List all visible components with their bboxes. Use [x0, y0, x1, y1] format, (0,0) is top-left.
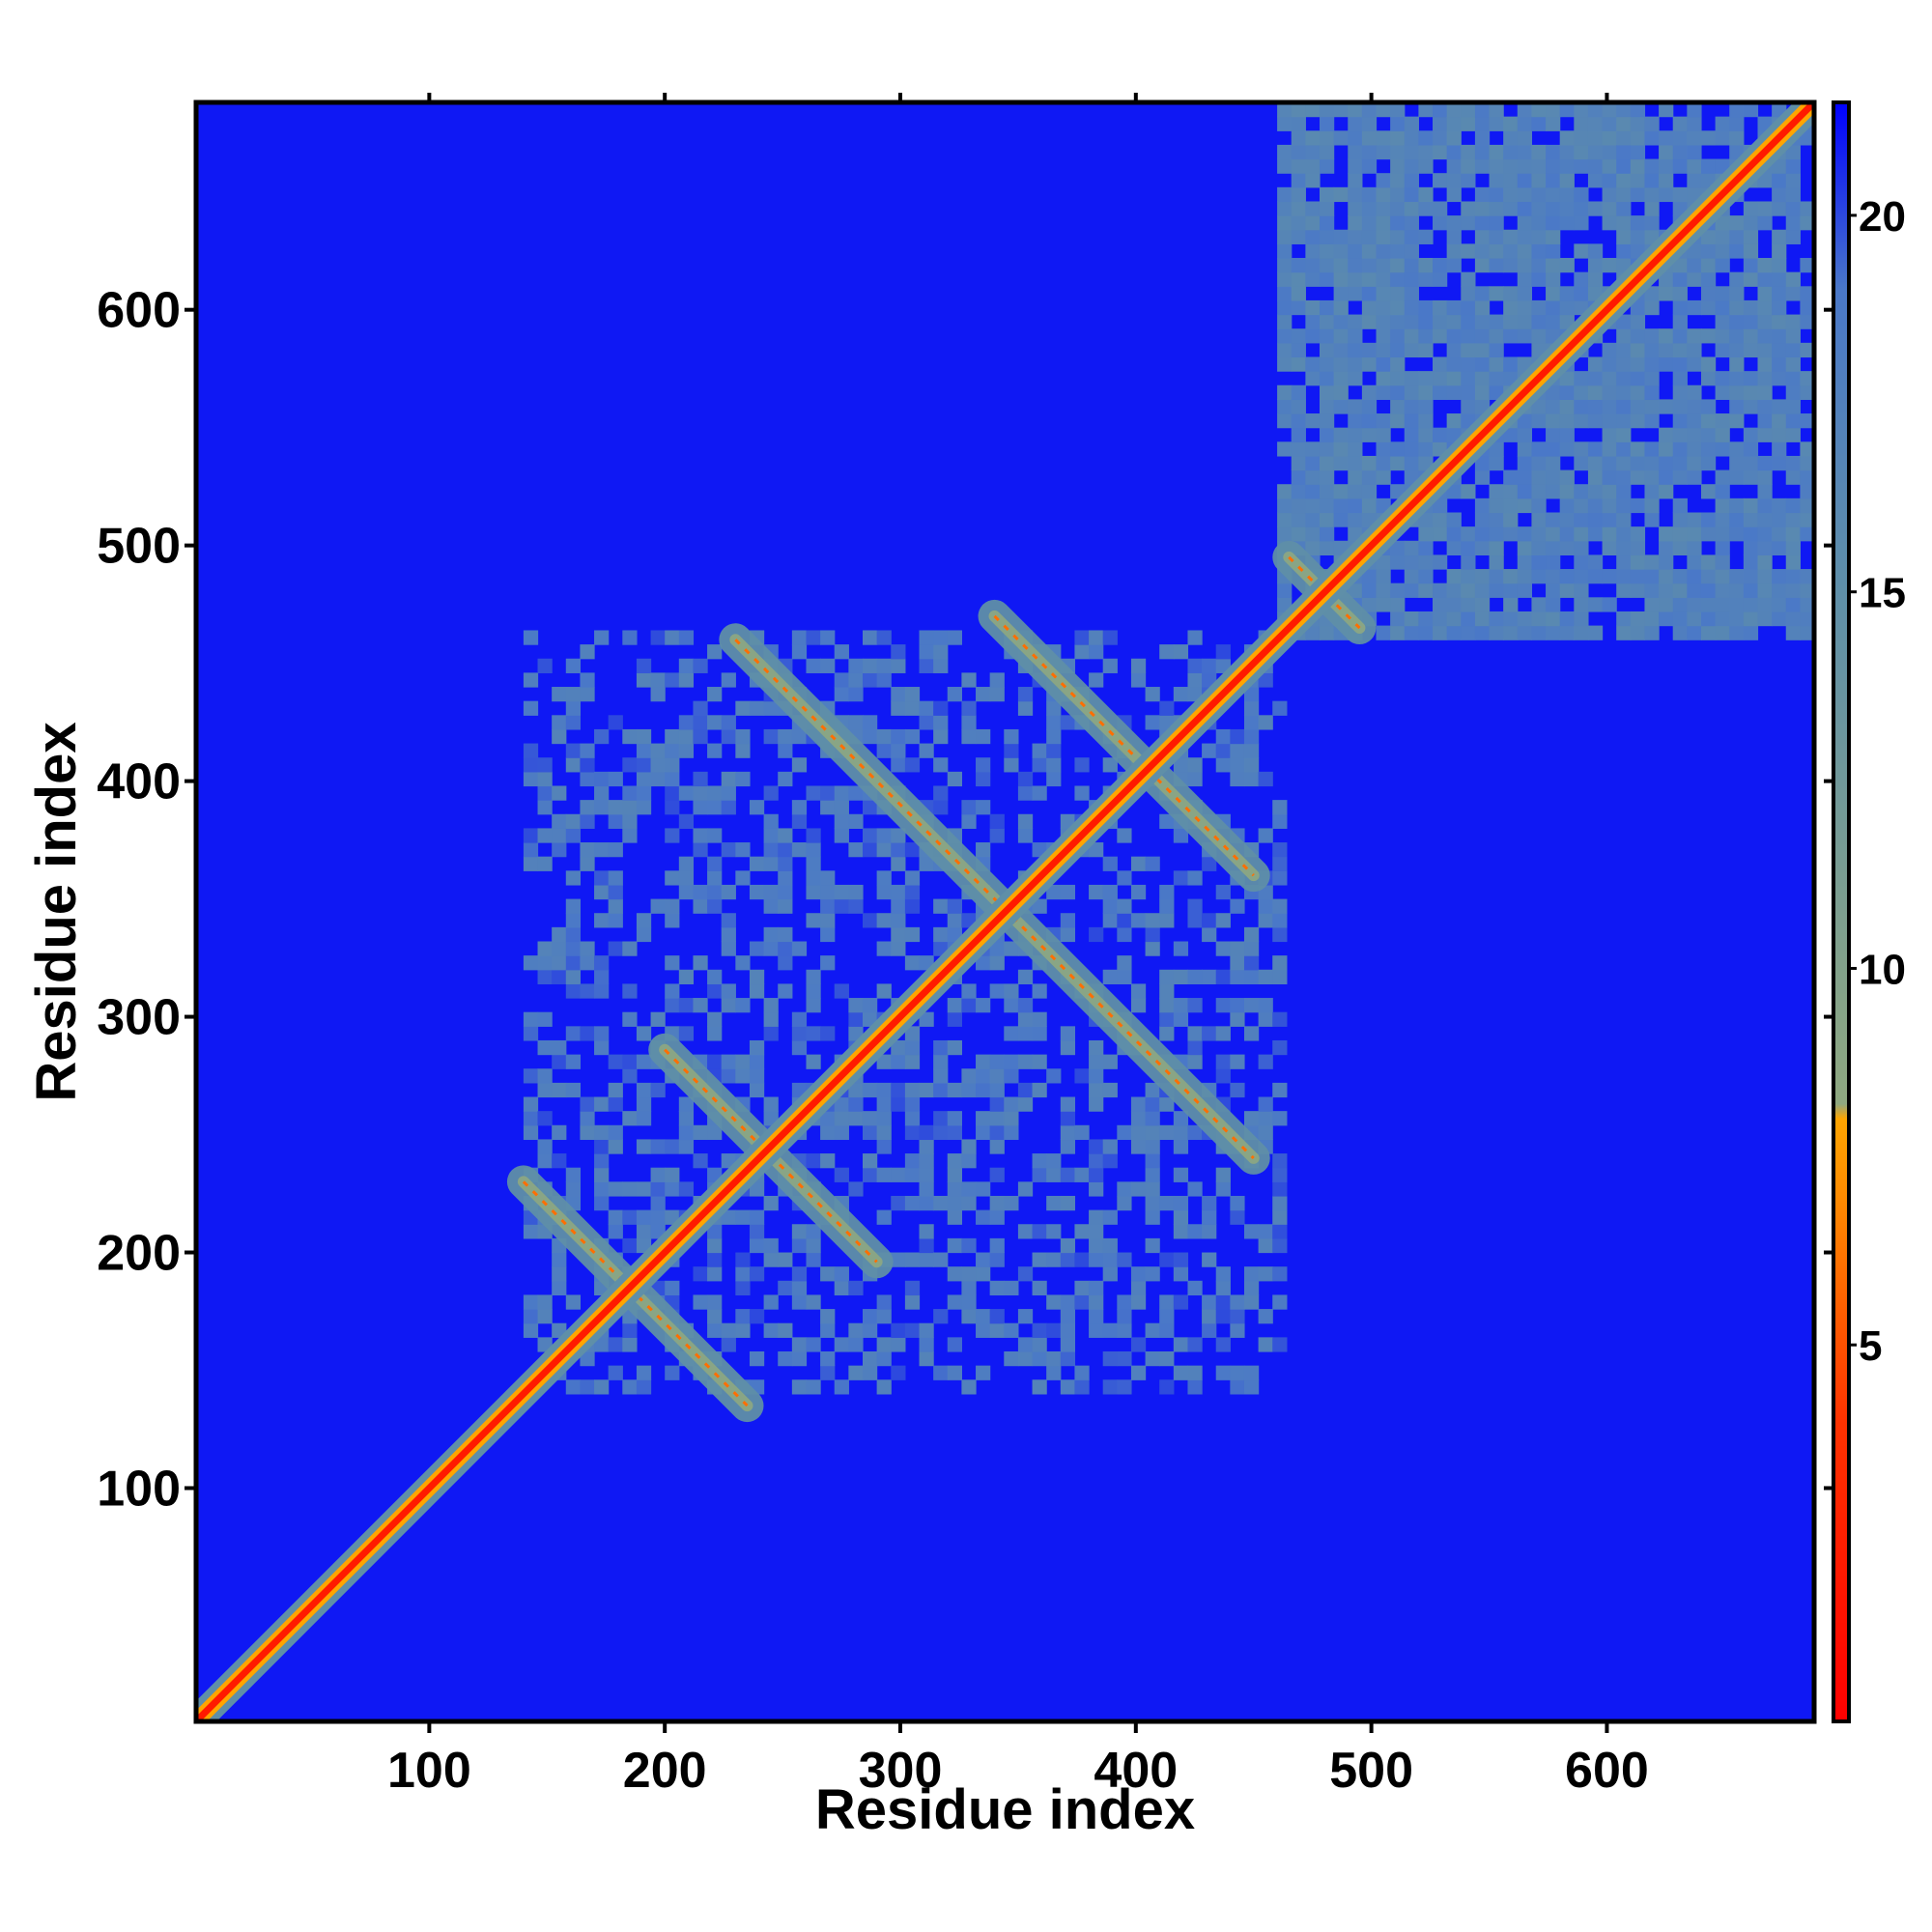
x-tick-label: 500	[1329, 1743, 1413, 1799]
y-tick-label: 600	[97, 283, 181, 339]
colorbar-tick-label: 20	[1859, 193, 1906, 241]
antidiagonal-contact-band	[719, 623, 1270, 1175]
y-tick-label: 400	[97, 754, 181, 810]
x-tick-label: 600	[1565, 1743, 1649, 1799]
y-tick-label: 200	[97, 1226, 181, 1282]
domain-block	[1277, 102, 1814, 640]
y-axis-title: Residue index	[25, 722, 88, 1101]
y-axis: 100 200 300 400 500 600	[97, 283, 1832, 1517]
antidiagonal-contact-band	[978, 599, 1270, 893]
x-tick-label: 200	[623, 1743, 707, 1799]
heatmap-area	[196, 102, 1814, 1721]
plot-frame	[193, 99, 1817, 1724]
y-tick-label: 100	[97, 1461, 181, 1517]
colorbar-tick-label: 5	[1859, 1322, 1882, 1370]
colorbar-tick-label: 10	[1859, 946, 1906, 993]
y-tick-label: 500	[97, 519, 181, 575]
x-tick-label: 300	[859, 1743, 943, 1799]
colorbar-tick-label: 15	[1859, 570, 1906, 617]
x-axis: 100 200 300 400 500 600	[387, 93, 1649, 1799]
y-tick-label: 300	[97, 990, 181, 1046]
main-diagonal	[196, 102, 1814, 1721]
colorbar-gradient	[1832, 100, 1851, 1723]
x-axis-title: Residue index	[815, 1778, 1195, 1841]
x-tick-label: 100	[387, 1743, 471, 1799]
colorbar: 5 10 15 20	[1832, 100, 1906, 1723]
x-tick-label: 400	[1094, 1743, 1178, 1799]
